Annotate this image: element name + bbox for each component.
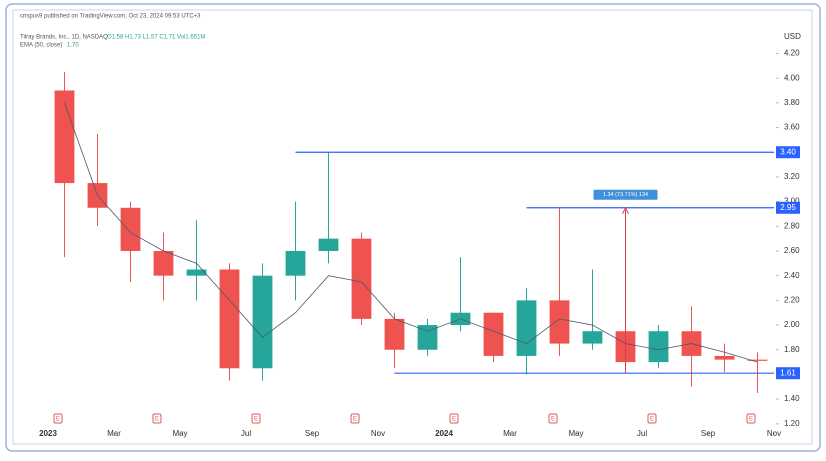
ohlc: O1.58 H1.73 L1.57 C1.71 Vol1.651M <box>107 35 205 41</box>
x-tick-label: May <box>172 429 187 438</box>
candle-body <box>54 90 75 184</box>
earnings-icon <box>449 413 459 424</box>
candle-body <box>417 325 438 350</box>
candle-body <box>351 238 372 319</box>
earnings-icon <box>53 413 63 424</box>
measure-arrow <box>622 206 629 215</box>
earnings-label: E <box>749 417 753 423</box>
symbol: Tilray Brands, Inc., 1D, NASDAQ <box>20 35 108 41</box>
earnings-label: E <box>650 417 654 423</box>
measure-box <box>593 189 658 200</box>
candle-body <box>153 250 174 276</box>
candle-body <box>516 300 537 356</box>
x-tick-label: Nov <box>371 429 385 438</box>
earnings-label: E <box>353 417 357 423</box>
level-badge <box>776 201 800 214</box>
x-tick-label: May <box>568 429 583 438</box>
earnings-icon <box>350 413 360 424</box>
candle-body <box>747 359 768 361</box>
candle-body <box>714 355 735 360</box>
x-tick-label: Jul <box>241 429 251 438</box>
x-tick-label: Jul <box>637 429 647 438</box>
level-badge <box>776 146 800 159</box>
earnings-label: E <box>56 417 60 423</box>
earnings-icon <box>548 413 558 424</box>
x-tick-label: Nov <box>767 429 781 438</box>
x-tick-label: Mar <box>107 429 121 438</box>
currency: USD <box>784 32 801 41</box>
publisher: crispus9 published on TradingView.com, O… <box>20 14 201 20</box>
candle-body <box>384 318 405 350</box>
y-tick-label: 3.20 <box>784 172 800 181</box>
level-label: 2.95 <box>780 203 796 212</box>
earnings-icon <box>251 413 261 424</box>
x-tick-label: Mar <box>503 429 517 438</box>
candle-body <box>252 275 273 369</box>
candle-body <box>549 300 570 344</box>
y-tick-label: 3.80 <box>784 98 800 107</box>
y-tick-label: 4.20 <box>784 49 800 58</box>
earnings-label: E <box>254 417 258 423</box>
earnings-label: E <box>452 417 456 423</box>
x-tick-label: Sep <box>305 429 320 438</box>
y-tick-label: 2.20 <box>784 295 800 304</box>
y-tick-label: 1.20 <box>784 419 800 428</box>
candle-body <box>318 238 339 251</box>
level-label: 1.61 <box>780 368 796 377</box>
y-tick-label: 3.60 <box>784 123 800 132</box>
indicator: EMA (50, close) <box>20 43 62 49</box>
candle-body <box>120 207 141 251</box>
earnings-icon <box>152 413 162 424</box>
y-tick-label: 2.40 <box>784 271 800 280</box>
indicator-value: 1.70 <box>67 43 79 49</box>
measure-label: 1.34 (73.71%) 134 <box>603 192 648 198</box>
candle-body <box>483 312 504 356</box>
ema-line <box>64 102 758 363</box>
earnings-icon <box>746 413 756 424</box>
x-tick-label: 2024 <box>435 429 453 438</box>
candle-body <box>582 331 603 344</box>
y-tick-label: 4.00 <box>784 73 800 82</box>
y-tick-label: 2.00 <box>784 320 800 329</box>
earnings-icon <box>647 413 657 424</box>
level-badge <box>776 367 800 380</box>
level-label: 3.40 <box>780 147 796 156</box>
candle-body <box>219 269 240 369</box>
earnings-label: E <box>551 417 555 423</box>
x-tick-label: 2023 <box>39 429 57 438</box>
earnings-label: E <box>155 417 159 423</box>
candle-body <box>648 331 669 363</box>
y-tick-label: 3.00 <box>784 197 800 206</box>
x-tick-label: Sep <box>701 429 716 438</box>
candle-body <box>186 269 207 276</box>
y-tick-label: 1.80 <box>784 345 800 354</box>
y-tick-label: 1.40 <box>784 394 800 403</box>
y-tick-label: 2.80 <box>784 221 800 230</box>
chart-panel <box>12 9 813 445</box>
y-tick-label: 2.60 <box>784 246 800 255</box>
candle-body <box>285 250 306 276</box>
